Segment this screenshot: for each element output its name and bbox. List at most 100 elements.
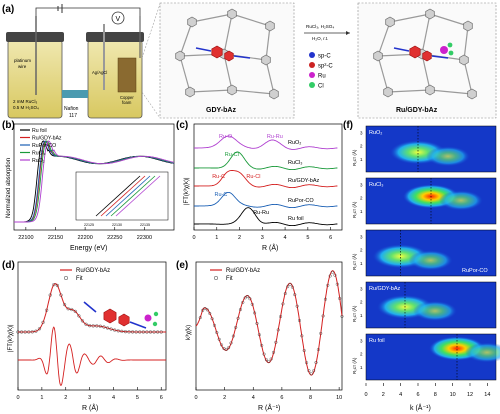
fit-point <box>105 326 110 330</box>
tick-label-f-6: 12 <box>467 392 473 398</box>
plot-b-frame <box>13 123 175 231</box>
tick-label-e-4: 8 <box>309 395 312 401</box>
acetylene-bond <box>265 59 275 95</box>
ytick-f-1-1: 1 <box>360 209 363 214</box>
ytick-f-0-1: 1 <box>360 157 363 162</box>
membrane-text-1: 117 <box>69 113 77 119</box>
fit-point <box>234 325 238 329</box>
fit-point <box>331 270 335 274</box>
acetylene-bond <box>421 13 431 55</box>
fit-point <box>127 330 131 334</box>
ylabel-f-4: R₁ᴄᴛ (Å) <box>351 357 357 374</box>
tick-label-b-2: 22200 <box>77 235 92 241</box>
fit-point <box>52 283 56 287</box>
right-cell-text-0: Ag/AgCl <box>92 70 107 75</box>
ft-line-0 <box>194 135 338 150</box>
panel-c-letter: (c) <box>176 120 188 131</box>
fit-point <box>212 323 216 327</box>
benzene-ring <box>265 20 275 32</box>
fit-point <box>288 282 292 286</box>
acetylene-bond <box>231 13 271 27</box>
acetylene-bond <box>179 21 193 57</box>
fit-point <box>198 316 202 320</box>
fit-point <box>145 330 149 334</box>
panel-b-letter: (b) <box>2 120 15 131</box>
fit-point <box>335 282 339 286</box>
acetylene-bond <box>265 25 271 61</box>
legend-swatch-d-1 <box>63 275 69 281</box>
acetylene-bond <box>429 13 469 27</box>
ytick-f-3-3: 3 <box>360 287 363 292</box>
plot-f-xlabel: k (Å⁻¹) <box>410 403 431 412</box>
panel-f-letter: (f) <box>343 120 353 131</box>
acetylene-bond <box>223 13 233 55</box>
annotation-c-1-0: Ru-Cl <box>225 152 239 158</box>
nafion-bridge <box>62 90 88 98</box>
ytick-f-4-1: 1 <box>360 365 363 370</box>
fit-point <box>201 308 205 312</box>
voltmeter-label: V <box>116 16 121 23</box>
left-cell-text-0: platinum <box>14 58 31 63</box>
series-label-c-1: RuCl₃ <box>288 160 302 166</box>
product-label: Ru/GDY-bAz <box>396 107 438 114</box>
wavelet-label-0: RuO₂ <box>369 130 382 136</box>
tick-label-d-6: 6 <box>160 395 163 401</box>
legend-text-b-1: Ru/GDY-bAz <box>32 136 62 142</box>
plot-b-xlabel: Energy (eV) <box>70 245 107 252</box>
benzene-ring <box>385 16 395 28</box>
fit-point <box>248 297 252 301</box>
fit-point <box>215 330 219 334</box>
ylabel-f-0: R₁ᴄᴛ (Å) <box>351 149 357 166</box>
plot-c-xlabel: R (Å) <box>262 243 278 252</box>
fit-point <box>203 307 207 311</box>
tick-label-f-3: 6 <box>416 392 419 398</box>
plot-d-ylabel: |FT(k³χ(k)| <box>8 324 14 352</box>
acetylene-bond <box>429 89 473 95</box>
benzene-ring <box>175 50 185 62</box>
legend-text-b-2: RuPor-CO <box>32 143 56 149</box>
cl-dot-icon <box>309 82 315 88</box>
fit-point <box>123 330 128 334</box>
ylabel-f-3: R₁ᴄᴛ (Å) <box>351 305 357 322</box>
fit-point <box>253 311 257 315</box>
ru-atom <box>144 314 152 322</box>
azulene-ring <box>211 45 223 59</box>
fit-point <box>272 350 276 354</box>
fit-point <box>300 334 304 338</box>
fit-point <box>264 358 268 362</box>
fit-point <box>255 321 259 325</box>
acetylene-bond <box>191 13 233 23</box>
fit-point <box>307 369 311 373</box>
fit-point <box>152 330 156 334</box>
panel-d-letter: (d) <box>2 260 15 271</box>
fit-point <box>295 304 299 308</box>
wavelet-label-1: RuCl₃ <box>369 182 383 188</box>
tick-label-c-3: 3 <box>261 235 264 241</box>
fit-point <box>236 316 240 320</box>
legend-text-b-3: RuCl₃ <box>32 151 46 157</box>
ru-dot-icon <box>309 72 315 78</box>
legend-sp2-c: sp²-C <box>318 64 333 70</box>
benzene-ring <box>185 86 195 98</box>
fit-point <box>220 343 224 347</box>
series-label-c-4: Ru foil <box>288 216 304 222</box>
legend-swatch-e-1 <box>213 275 219 281</box>
tick-label-e-2: 4 <box>252 395 255 401</box>
acetylene-bond <box>463 59 473 95</box>
legend-text-d-0: Ru/GDY-bAz <box>76 268 110 274</box>
benzene-ring <box>459 54 469 66</box>
acetylene-bond <box>377 21 391 57</box>
acetylene-bond <box>377 55 389 93</box>
ft-line-1 <box>194 151 338 171</box>
ytick-f-2-1: 1 <box>360 261 363 266</box>
sp-carbon-chain <box>195 47 212 52</box>
annotation-c-0-0: Ru-O <box>219 134 233 140</box>
cl-atom <box>152 321 158 327</box>
fit-point <box>41 320 45 324</box>
wavelet-label-3: Ru/GDY-bAz <box>369 286 401 292</box>
panel-a-letter: (a) <box>2 4 14 15</box>
azulene-ring <box>224 50 234 62</box>
tick-label-c-4: 4 <box>284 235 287 241</box>
tick-label-c-1: 1 <box>215 235 218 241</box>
